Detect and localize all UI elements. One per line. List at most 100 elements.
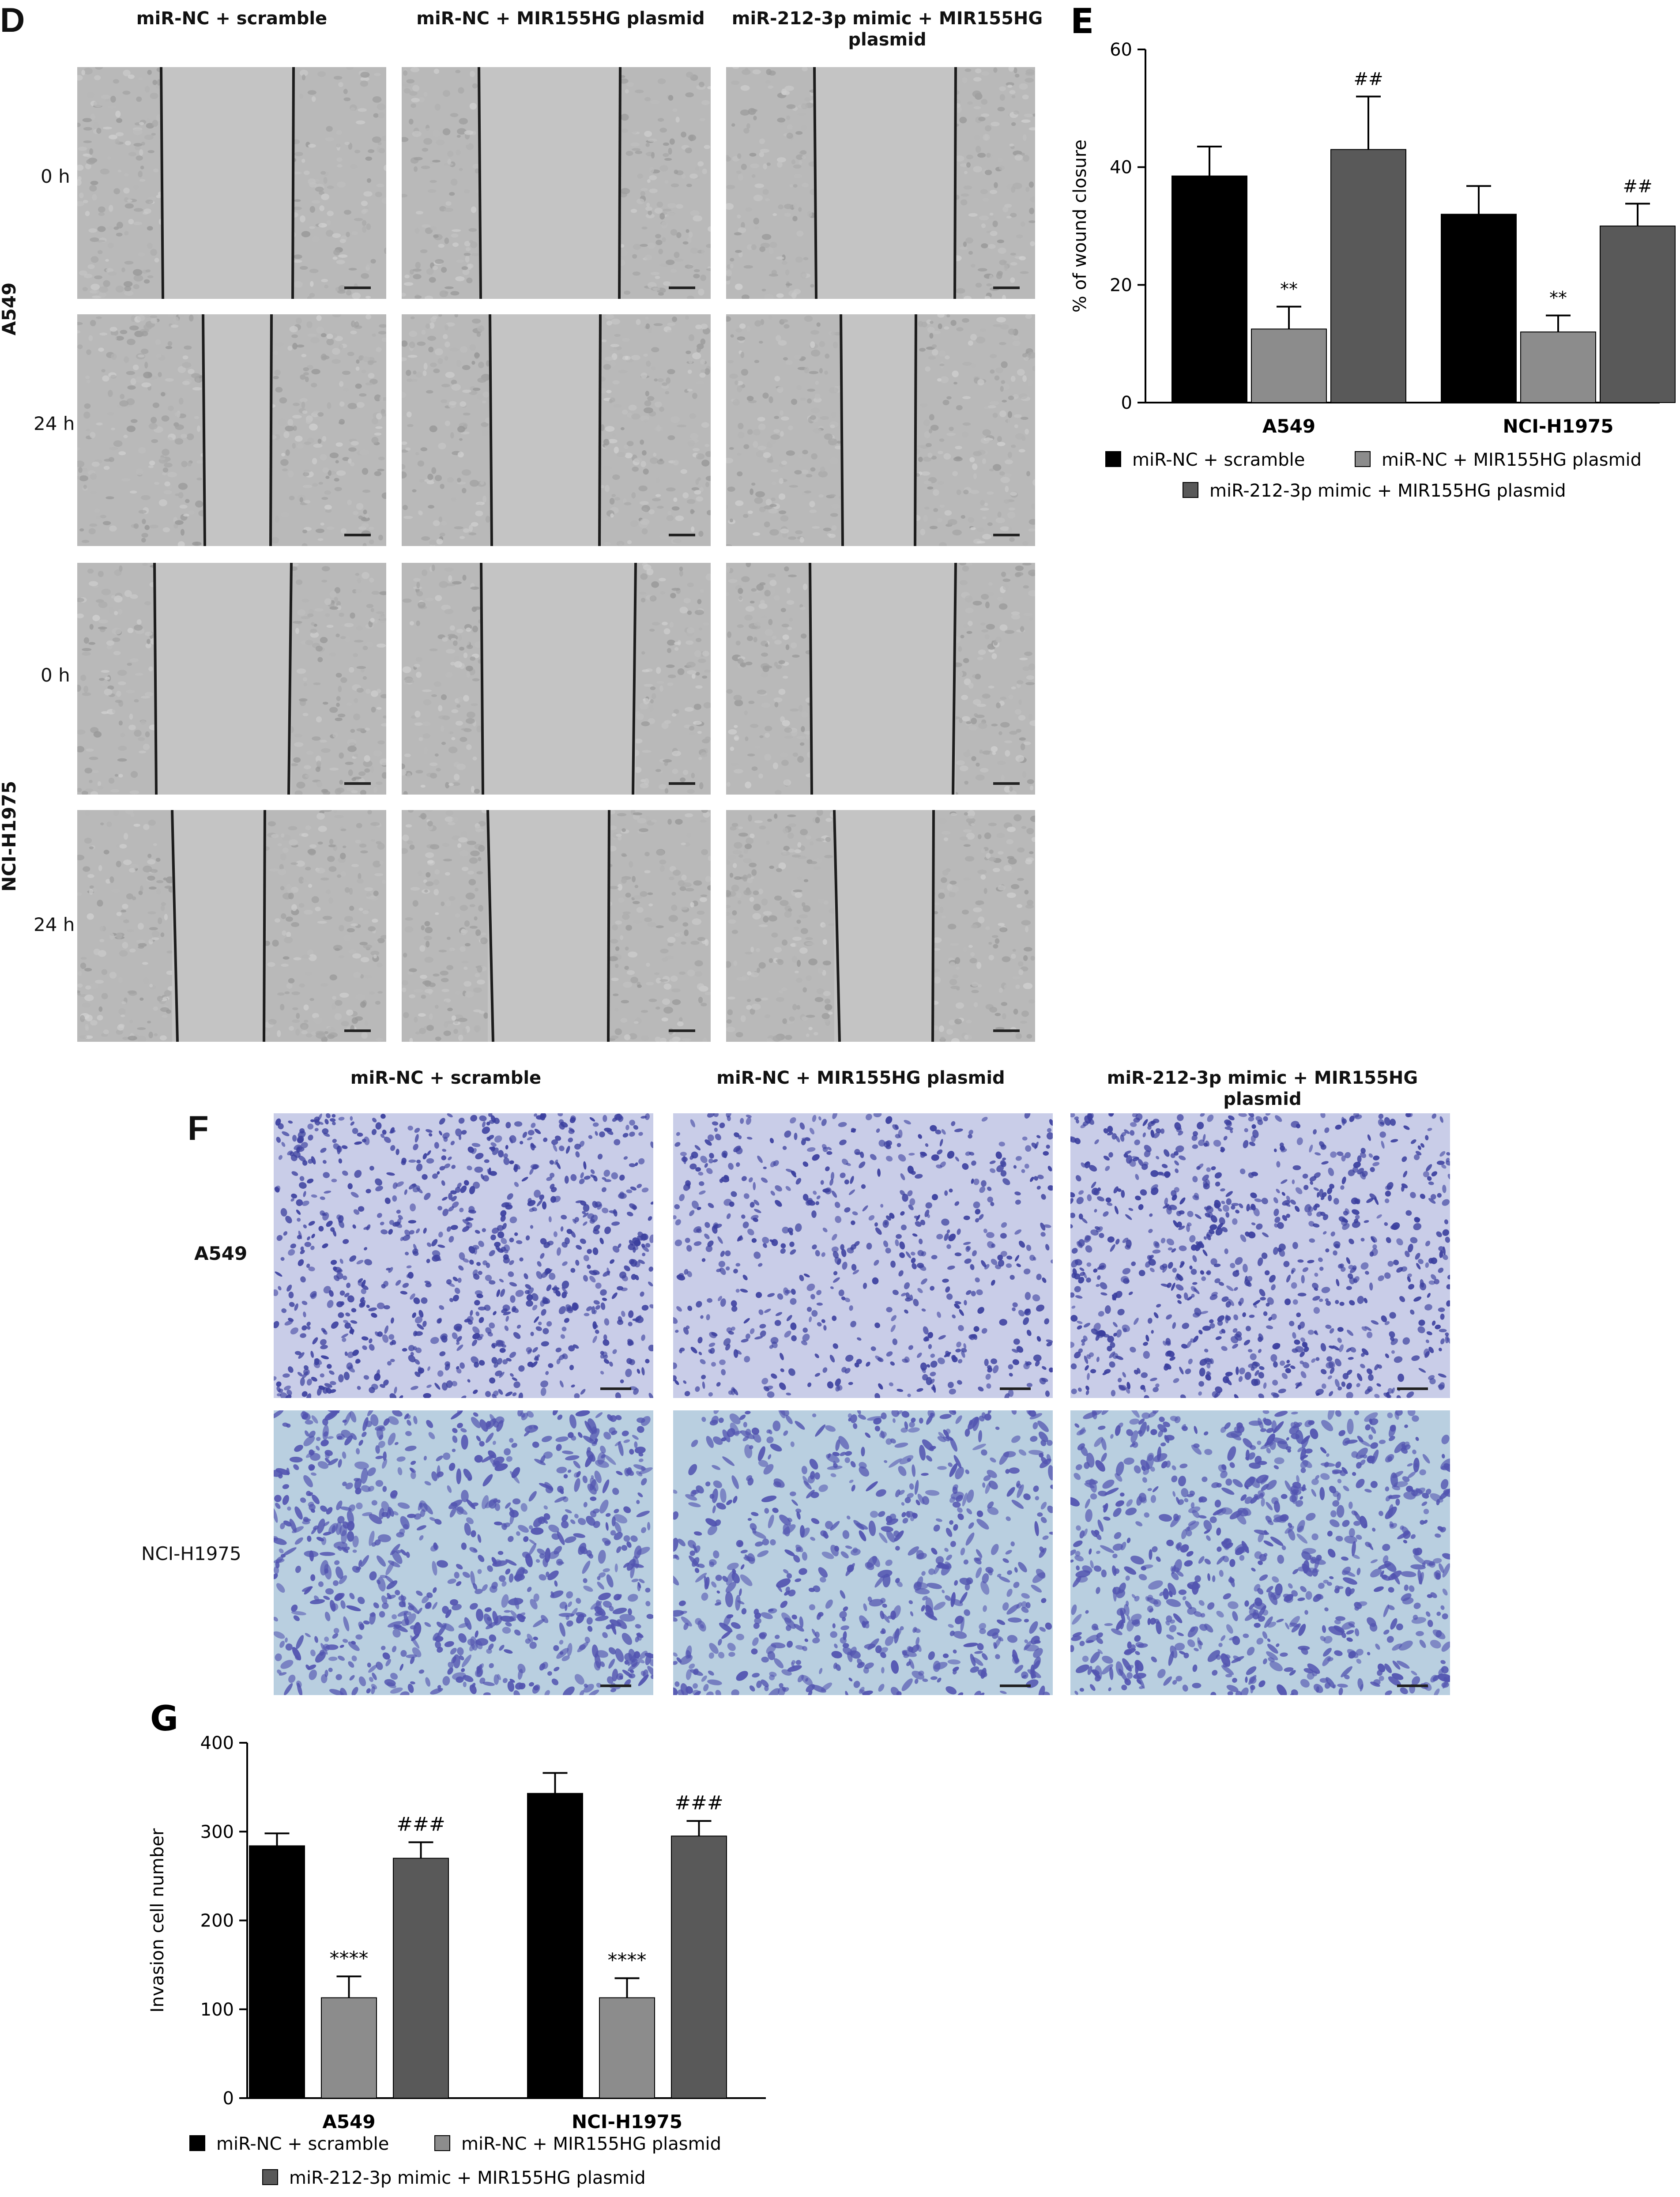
y-axis-label: Invasion cell number [147,1828,168,2012]
significance-mark: ** [1280,279,1298,300]
x-category-label: A549 [1262,415,1315,437]
transwell-row-label: NCI-H1975 [141,1543,241,1564]
bar [1520,332,1596,403]
legend-label: miR-NC + MIR155HG plasmid [1382,450,1642,470]
y-tick-label: 300 [200,1822,234,1842]
time-label: 24 h [34,914,75,935]
bar [1600,226,1676,403]
y-tick-label: 200 [200,1911,234,1931]
legend-swatch [434,2135,450,2151]
panel-f-column-header: miR-212-3p mimic + MIR155HG plasmid [1107,1068,1418,1109]
wound-micrograph-image [77,810,386,1042]
invasion-cell-chart: G 0 100 200 300 400 Invasion cell number **** ##… [0,1695,795,2197]
transwell-micrograph-image [1070,1113,1450,1398]
wound-micrograph-image [726,810,1035,1042]
x-category-label: A549 [322,2111,375,2133]
wound-micrograph [726,67,1035,299]
wound-micrograph [77,810,386,1042]
wound-closure-chart: E 0 20 40 60 % of wound closure ** ## A549 ** ## NC… [1051,0,1680,525]
wound-micrograph [402,314,711,546]
legend-label: miR-NC + scramble [1132,450,1305,470]
legend-swatch [1105,451,1121,467]
wound-micrograph-image [402,563,711,795]
x-category-label: NCI-H1975 [1503,415,1613,437]
y-tick-label: 60 [1110,40,1132,60]
wound-micrograph-image [77,67,386,299]
bar [1171,175,1247,403]
y-tick-label: 40 [1110,158,1132,178]
wound-micrograph-image [77,314,386,546]
y-tick-label: 0 [1121,393,1132,413]
transwell-micrograph [1070,1410,1450,1695]
significance-mark: ## [1623,176,1652,196]
wound-micrograph-image [726,314,1035,546]
wound-micrograph [726,314,1035,546]
panel-d-column-header: miR-NC + scramble [136,8,328,29]
panel-letter: E [1070,2,1094,41]
time-label: 0 h [41,664,70,686]
bar [527,1793,583,2099]
panel-f-column-header: miR-NC + MIR155HG plasmid [716,1068,1005,1088]
transwell-micrograph [1070,1113,1450,1398]
significance-mark: ## [1353,69,1383,90]
y-tick-label: 100 [200,2000,234,2020]
wound-micrograph [402,67,711,299]
cell-line-label: A549 [0,282,20,335]
invasion-cell-chart-svg: G 0 100 200 300 400 Invasion cell number **** ##… [147,1699,766,2188]
transwell-row-label: A549 [194,1243,248,1264]
bar [393,1858,449,2099]
wound-micrograph-image [402,67,711,299]
legend-label: miR-NC + scramble [216,2134,389,2154]
panel-d-column-header: miR-212-3p mimic + MIR155HG plasmid [731,8,1043,50]
x-category-label: NCI-H1975 [572,2111,682,2133]
wound-micrograph-image [402,810,711,1042]
bar [671,1835,727,2099]
wound-micrograph [77,314,386,546]
bar [249,1845,305,2099]
time-label: 0 h [41,166,70,187]
legend-swatch [1183,482,1198,498]
y-axis-label: % of wound closure [1070,139,1090,313]
panel-letter-f: F [188,1108,209,1147]
panel-d-column-header: miR-NC + MIR155HG plasmid [416,8,705,29]
bar [599,1997,655,2099]
panel-f-column-header: miR-NC + scramble [350,1068,542,1088]
transwell-micrograph-image [274,1410,653,1695]
panel-letter-d: D [0,0,25,39]
transwell-micrograph [274,1410,653,1695]
significance-mark: **** [608,1949,647,1971]
wound-micrograph [402,810,711,1042]
wound-micrograph-image [77,563,386,795]
wound-micrograph [726,563,1035,795]
panel-letter: G [150,1699,178,1739]
legend-swatch [1355,451,1371,467]
significance-mark: ### [396,1813,445,1835]
wound-micrograph-image [402,314,711,546]
wound-micrograph [77,67,386,299]
y-tick-label: 400 [200,1733,234,1753]
legend-label: miR-NC + MIR155HG plasmid [461,2134,721,2154]
transwell-micrograph [673,1113,1053,1398]
legend-swatch [189,2135,205,2151]
transwell-micrograph-image [673,1113,1053,1398]
bar [1441,214,1517,403]
legend-label: miR-212-3p mimic + MIR155HG plasmid [289,2168,646,2188]
wound-micrograph [402,563,711,795]
wound-micrograph-image [726,67,1035,299]
legend-label: miR-212-3p mimic + MIR155HG plasmid [1209,481,1566,501]
wound-micrograph-image [726,563,1035,795]
bar [1330,149,1406,403]
y-tick-label: 20 [1110,275,1132,295]
wound-micrograph [726,810,1035,1042]
y-tick-label: 0 [223,2088,234,2109]
transwell-micrograph [274,1113,653,1398]
bar [321,1997,377,2099]
transwell-micrograph-image [673,1410,1053,1695]
legend-swatch [262,2169,278,2185]
cell-line-label: NCI-H1975 [0,780,20,892]
significance-mark: **** [330,1947,369,1970]
bar [1251,328,1327,403]
transwell-micrograph-image [274,1113,653,1398]
wound-closure-chart-svg: E 0 20 40 60 % of wound closure ** ## A549 ** ## NC… [1070,2,1676,501]
time-label: 24 h [34,413,75,434]
